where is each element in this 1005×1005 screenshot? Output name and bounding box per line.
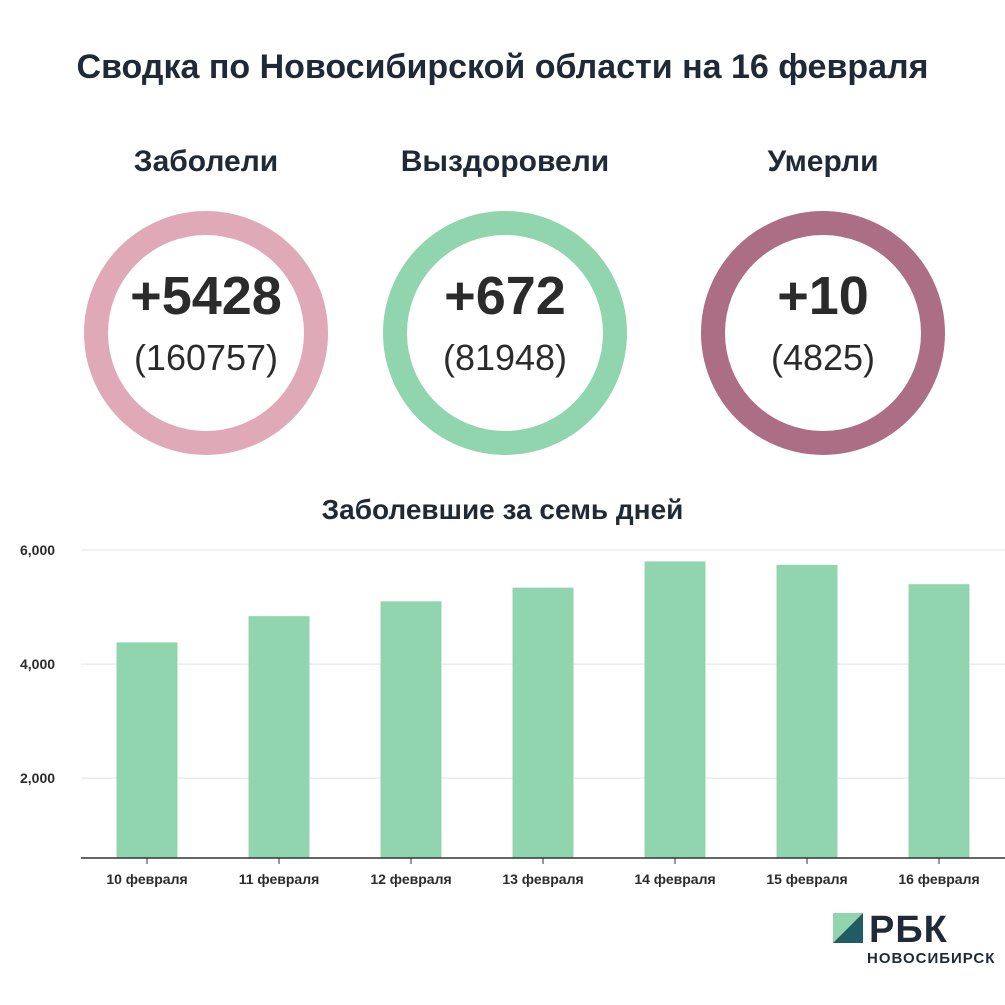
page-title: Сводка по Новосибирской области на 16 фе… bbox=[76, 48, 929, 86]
bar bbox=[380, 601, 442, 858]
y-tick-label: 6,000 bbox=[20, 542, 55, 558]
bar bbox=[248, 616, 310, 858]
y-tick-label: 4,000 bbox=[20, 656, 55, 672]
stat-deaths: Умерли +10 (4825) bbox=[693, 145, 953, 465]
stat-recovered-total: (81948) bbox=[442, 337, 568, 378]
bar bbox=[776, 564, 838, 858]
stat-infected-label: Заболели bbox=[133, 145, 279, 178]
x-tick-label: 15 февраля bbox=[766, 871, 847, 887]
bar bbox=[512, 587, 574, 858]
x-tick-label: 10 февраля bbox=[106, 871, 187, 887]
rbc-logo-mark-icon bbox=[833, 913, 863, 943]
stat-recovered-label: Выздоровели bbox=[400, 145, 610, 178]
bar bbox=[644, 561, 706, 858]
chart-title: Заболевшие за семь дней bbox=[321, 494, 684, 525]
x-tick-label: 16 февраля bbox=[898, 871, 979, 887]
x-tick-label: 12 февраля bbox=[370, 871, 451, 887]
bar bbox=[908, 584, 970, 858]
bar bbox=[116, 642, 178, 858]
stat-infected-ring bbox=[84, 211, 328, 455]
bar-chart: 2,000 4,000 6,000 10 февраля 11 февраля 12 фе… bbox=[20, 542, 1005, 887]
x-tick-label: 13 февраля bbox=[502, 871, 583, 887]
stat-recovered-delta: +672 bbox=[444, 266, 566, 326]
rbc-logo-brand: РБК bbox=[869, 909, 948, 951]
stat-deaths-label: Умерли bbox=[767, 145, 879, 178]
stat-infected: Заболели +5428 (160757) bbox=[76, 145, 336, 465]
stat-infected-delta: +5428 bbox=[130, 266, 282, 326]
x-tick-label: 14 февраля bbox=[634, 871, 715, 887]
rbc-logo-region: НОВОСИБИРСК bbox=[867, 950, 996, 967]
stat-recovered: Выздоровели +672 (81948) bbox=[375, 145, 635, 465]
stat-deaths-total: (4825) bbox=[770, 337, 876, 378]
stat-deaths-ring bbox=[701, 211, 945, 455]
rbc-logo: РБК НОВОСИБИРСК bbox=[833, 909, 998, 973]
x-tick-label: 11 февраля bbox=[239, 871, 320, 887]
stat-deaths-delta: +10 bbox=[777, 266, 869, 326]
stat-recovered-ring bbox=[383, 211, 627, 455]
y-tick-label: 2,000 bbox=[20, 770, 55, 786]
stat-infected-total: (160757) bbox=[133, 337, 279, 378]
